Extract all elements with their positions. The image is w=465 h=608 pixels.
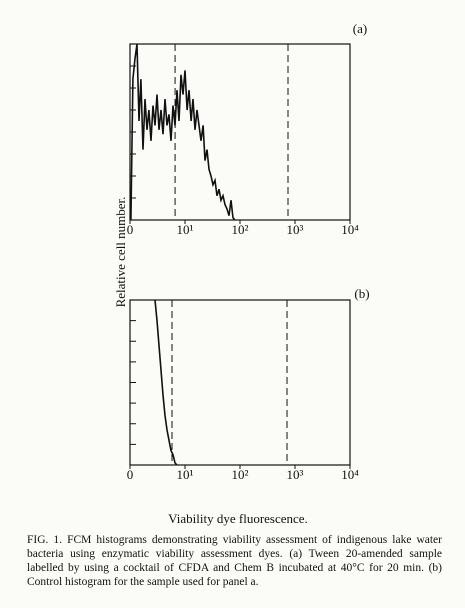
panel-label: (a)	[353, 21, 367, 36]
x-tick-label: 10⁴	[341, 467, 359, 482]
x-tick-label: 10⁴	[341, 222, 359, 237]
x-tick-label: 10³	[287, 467, 304, 482]
plot-frame	[129, 299, 351, 466]
x-tick-label: 0	[127, 467, 134, 482]
x-tick-label: 10³	[287, 222, 304, 237]
x-tick-label: 10¹	[177, 222, 194, 237]
caption: FIG. 1. FCM histograms demonstrating via…	[27, 534, 442, 588]
x-tick-label: 10²	[232, 467, 249, 482]
y-axis-label: Relative cell number.	[113, 197, 128, 308]
histogram-line	[154, 299, 178, 466]
x-tick-label: 10²	[232, 222, 249, 237]
histogram-line	[130, 43, 236, 221]
x-tick-label: 10¹	[177, 467, 194, 482]
figure: (a) 0 10¹ 10² 10³ 10⁴ Relative cell number. (b)…	[113, 21, 370, 526]
panel-label: (b)	[354, 286, 369, 301]
x-axis-label: Viability dye fluorescence.	[168, 511, 308, 526]
x-tick-label: 0	[127, 222, 134, 237]
